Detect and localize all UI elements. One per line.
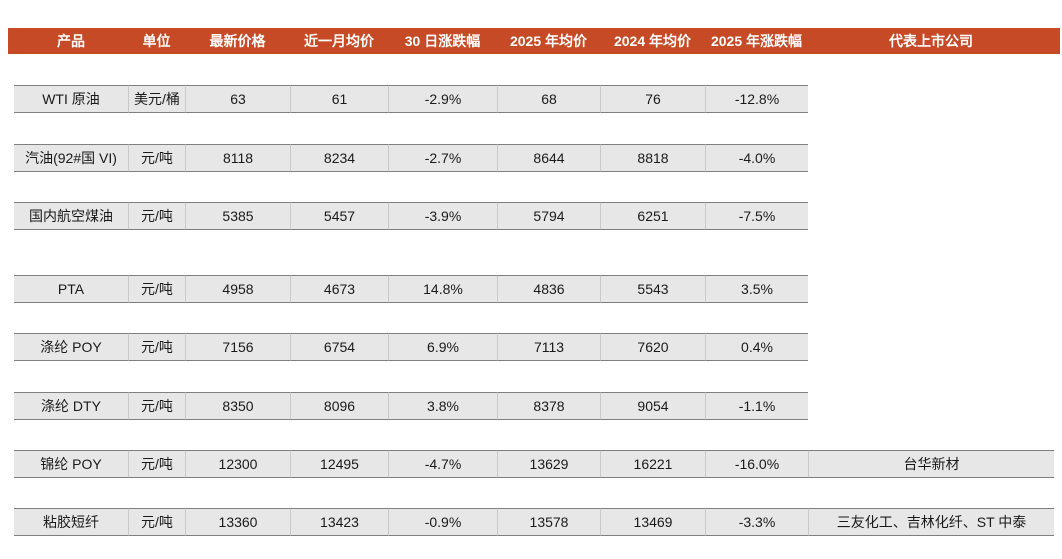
- cell-2025-change: -4.0%: [705, 144, 808, 172]
- cell-month-avg-price: 13423: [290, 508, 388, 536]
- cell-product: PTA: [14, 275, 128, 303]
- cell-2025-avg-price: 68: [497, 85, 600, 113]
- cell-unit: 元/吨: [128, 508, 185, 536]
- cell-2024-avg-price: 7620: [600, 333, 705, 361]
- cell-30d-change: 3.8%: [388, 392, 497, 420]
- cell-unit: 元/吨: [128, 202, 185, 230]
- cell-month-avg-price: 5457: [290, 202, 388, 230]
- cell-2025-avg-price: 8378: [497, 392, 600, 420]
- cell-unit: 元/吨: [128, 275, 185, 303]
- cell-2024-avg-price: 5543: [600, 275, 705, 303]
- table-row: PTA 元/吨 4958 4673 14.8% 4836 5543 3.5%: [14, 275, 1054, 303]
- cell-latest-price: 8118: [185, 144, 290, 172]
- table-row: 粘胶短纤 元/吨 13360 13423 -0.9% 13578 13469 -…: [14, 508, 1054, 536]
- cell-companies: [808, 392, 1054, 420]
- cell-30d-change: -3.9%: [388, 202, 497, 230]
- cell-2025-avg-price: 5794: [497, 202, 600, 230]
- header-cell-latest-price: 最新价格: [209, 33, 266, 49]
- cell-product: 粘胶短纤: [14, 508, 128, 536]
- cell-30d-change: 6.9%: [388, 333, 497, 361]
- header-cell-2025-avg-price: 2025 年均价: [509, 33, 588, 49]
- cell-2025-change: -3.3%: [705, 508, 808, 536]
- table-row: 涤纶 DTY 元/吨 8350 8096 3.8% 8378 9054 -1.1…: [14, 392, 1054, 420]
- cell-30d-change: -2.7%: [388, 144, 497, 172]
- cell-2025-change: -16.0%: [705, 450, 808, 478]
- cell-latest-price: 8350: [185, 392, 290, 420]
- cell-2024-avg-price: 6251: [600, 202, 705, 230]
- cell-latest-price: 13360: [185, 508, 290, 536]
- cell-unit: 元/吨: [128, 392, 185, 420]
- cell-2025-avg-price: 4836: [497, 275, 600, 303]
- header-cell-listed-companies: 代表上市公司: [889, 33, 973, 49]
- cell-unit: 元/吨: [128, 333, 185, 361]
- header-cell-month-avg-price: 近一月均价: [304, 33, 374, 49]
- table-row: 锦纶 POY 元/吨 12300 12495 -4.7% 13629 16221…: [14, 450, 1054, 478]
- cell-30d-change: -0.9%: [388, 508, 497, 536]
- cell-unit: 美元/桶: [128, 85, 185, 113]
- cell-2025-change: 3.5%: [705, 275, 808, 303]
- cell-product: 汽油(92#国 VI): [14, 144, 128, 172]
- cell-30d-change: -2.9%: [388, 85, 497, 113]
- cell-latest-price: 4958: [185, 275, 290, 303]
- cell-companies: [808, 144, 1054, 172]
- header-cell-2024-avg-price: 2024 年均价: [613, 33, 692, 49]
- cell-unit: 元/吨: [128, 450, 185, 478]
- cell-companies: [808, 202, 1054, 230]
- cell-2024-avg-price: 13469: [600, 508, 705, 536]
- cell-month-avg-price: 12495: [290, 450, 388, 478]
- cell-latest-price: 12300: [185, 450, 290, 478]
- cell-companies: [808, 275, 1054, 303]
- cell-month-avg-price: 4673: [290, 275, 388, 303]
- cell-month-avg-price: 6754: [290, 333, 388, 361]
- cell-2024-avg-price: 76: [600, 85, 705, 113]
- cell-2024-avg-price: 9054: [600, 392, 705, 420]
- header-cell-2025-change: 2025 年涨跌幅: [710, 33, 803, 49]
- header-cell-30d-change: 30 日涨跌幅: [404, 33, 481, 49]
- cell-companies: [808, 85, 1054, 113]
- cell-companies: 台华新材: [808, 450, 1054, 478]
- cell-2025-avg-price: 13578: [497, 508, 600, 536]
- cell-month-avg-price: 8096: [290, 392, 388, 420]
- cell-latest-price: 5385: [185, 202, 290, 230]
- cell-latest-price: 63: [185, 85, 290, 113]
- cell-month-avg-price: 61: [290, 85, 388, 113]
- cell-2025-change: -7.5%: [705, 202, 808, 230]
- cell-companies: 三友化工、吉林化纤、ST 中泰: [808, 508, 1054, 536]
- cell-2025-avg-price: 7113: [497, 333, 600, 361]
- cell-2025-change: 0.4%: [705, 333, 808, 361]
- header-cell-unit: 单位: [142, 33, 171, 49]
- cell-30d-change: 14.8%: [388, 275, 497, 303]
- cell-product: WTI 原油: [14, 85, 128, 113]
- header-cell-product: 产品: [57, 33, 85, 49]
- table-header-row: 产品 单位 最新价格 近一月均价 30 日涨跌幅 2025 年均价 2024 年…: [8, 28, 1060, 54]
- cell-product: 锦纶 POY: [14, 450, 128, 478]
- table-row: WTI 原油 美元/桶 63 61 -2.9% 68 76 -12.8%: [14, 85, 1054, 113]
- cell-unit: 元/吨: [128, 144, 185, 172]
- cell-latest-price: 7156: [185, 333, 290, 361]
- cell-2024-avg-price: 8818: [600, 144, 705, 172]
- cell-product: 国内航空煤油: [14, 202, 128, 230]
- table-row: 汽油(92#国 VI) 元/吨 8118 8234 -2.7% 8644 881…: [14, 144, 1054, 172]
- cell-2025-avg-price: 13629: [497, 450, 600, 478]
- table-row: 涤纶 POY 元/吨 7156 6754 6.9% 7113 7620 0.4%: [14, 333, 1054, 361]
- cell-month-avg-price: 8234: [290, 144, 388, 172]
- cell-product: 涤纶 DTY: [14, 392, 128, 420]
- cell-30d-change: -4.7%: [388, 450, 497, 478]
- cell-2024-avg-price: 16221: [600, 450, 705, 478]
- cell-2025-change: -1.1%: [705, 392, 808, 420]
- cell-2025-avg-price: 8644: [497, 144, 600, 172]
- cell-product: 涤纶 POY: [14, 333, 128, 361]
- cell-2025-change: -12.8%: [705, 85, 808, 113]
- cell-companies: [808, 333, 1054, 361]
- table-row: 国内航空煤油 元/吨 5385 5457 -3.9% 5794 6251 -7.…: [14, 202, 1054, 230]
